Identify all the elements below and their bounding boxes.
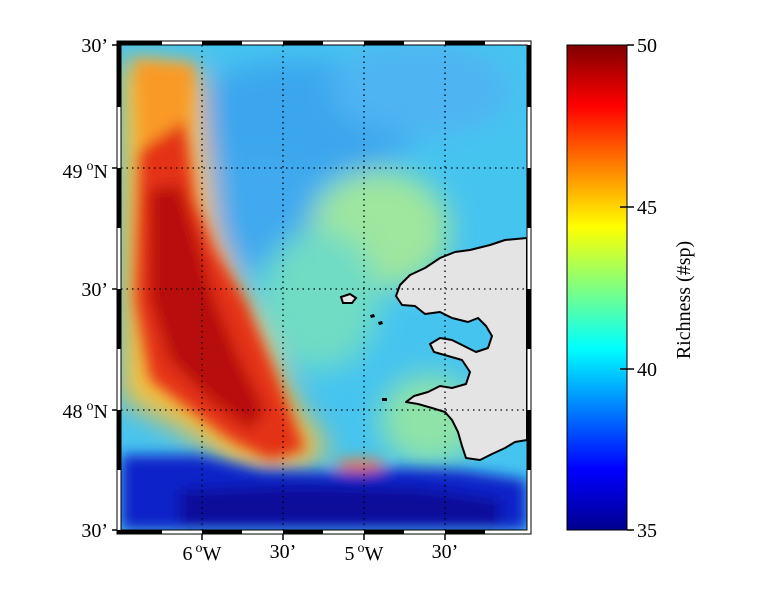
colorbar-tick-35: 35 [637,520,657,542]
lon-label-30b: 30’ [432,541,459,563]
molene-islets [370,314,383,325]
longitude-labels: 6 oW 30’ 5 oW 30’ [183,541,459,565]
lon-label-6w: 6 oW [183,541,222,565]
brittany-land [339,237,527,461]
lon-label-5w: 5 oW [345,541,384,565]
richness-field [121,45,527,530]
latitude-labels: 30’ 49 oN 30’ 48 oN 30’ [63,35,108,542]
lat-label-top: 30’ [81,35,108,57]
lat-label-bottom: 30’ [81,520,108,542]
colorbar-title: Richness (#sp) [673,241,695,359]
map-frame [112,40,532,540]
colorbar: 50 45 40 35 Richness (#sp) [566,35,695,542]
lat-label-mid: 30’ [81,279,108,301]
land-mass [395,237,527,461]
colorbar-gradient [566,44,628,531]
lat-label-49n: 49 oN [63,159,108,183]
sein-islet [382,398,387,401]
colorbar-tick-40: 40 [637,359,657,381]
lon-label-30a: 30’ [270,541,297,563]
lat-label-48n: 48 oN [63,399,108,423]
graticule [121,45,527,530]
colorbar-tick-50: 50 [637,35,657,57]
ushant-island [339,292,358,304]
colorbar-tick-45: 45 [637,197,657,219]
